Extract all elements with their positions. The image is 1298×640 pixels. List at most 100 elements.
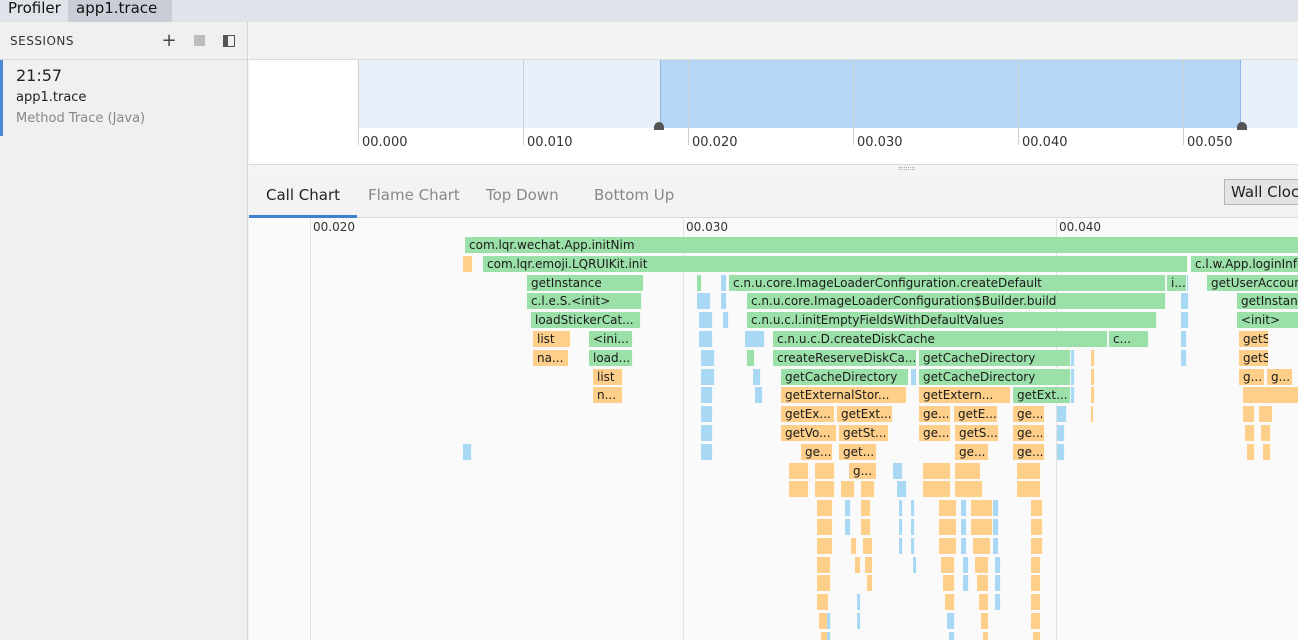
call-sliver[interactable] bbox=[911, 368, 917, 385]
call-sliver[interactable] bbox=[1261, 425, 1271, 441]
call-sliver[interactable] bbox=[701, 387, 713, 404]
call-sliver[interactable] bbox=[1245, 425, 1255, 441]
call-bar[interactable]: createReserveDiskCa... bbox=[773, 349, 917, 366]
call-bar[interactable]: getUserAccount bbox=[1207, 274, 1298, 291]
call-sliver[interactable] bbox=[955, 481, 983, 498]
call-sliver[interactable] bbox=[911, 537, 915, 554]
tab-call-chart[interactable]: Call Chart bbox=[249, 176, 357, 218]
call-sliver[interactable] bbox=[697, 274, 702, 291]
call-bar[interactable]: getExternalStor... bbox=[781, 387, 907, 404]
call-sliver[interactable] bbox=[1091, 349, 1095, 366]
call-sliver[interactable] bbox=[1031, 613, 1041, 629]
session-item[interactable]: 21:57 app1.trace Method Trace (Java) bbox=[0, 60, 247, 136]
call-sliver[interactable] bbox=[861, 519, 871, 535]
call-sliver[interactable] bbox=[845, 500, 851, 517]
call-sliver[interactable] bbox=[701, 443, 713, 460]
selection-handle-right[interactable] bbox=[1237, 122, 1247, 130]
call-sliver[interactable] bbox=[923, 462, 951, 479]
call-sliver[interactable] bbox=[697, 293, 711, 310]
call-sliver[interactable] bbox=[1259, 406, 1273, 423]
call-sliver[interactable] bbox=[971, 519, 993, 535]
call-bar[interactable]: c.n.u.c.D.createDiskCache bbox=[773, 331, 1108, 347]
call-bar[interactable]: g... bbox=[849, 462, 877, 479]
call-sliver[interactable] bbox=[913, 556, 917, 573]
call-sliver[interactable] bbox=[943, 575, 955, 592]
call-sliver[interactable] bbox=[1057, 443, 1065, 460]
splitter-grip[interactable] bbox=[899, 167, 915, 170]
call-sliver[interactable] bbox=[1071, 368, 1075, 385]
call-sliver[interactable] bbox=[949, 631, 955, 640]
call-sliver[interactable] bbox=[961, 519, 967, 535]
call-sliver[interactable] bbox=[1033, 631, 1041, 640]
call-sliver[interactable] bbox=[899, 500, 903, 517]
call-sliver[interactable] bbox=[993, 500, 999, 517]
call-sliver[interactable] bbox=[1031, 537, 1043, 554]
call-sliver[interactable] bbox=[1091, 387, 1095, 404]
tab-bottom-up[interactable]: Bottom Up bbox=[594, 186, 675, 204]
tab-profiler[interactable]: Profiler bbox=[8, 0, 61, 17]
call-sliver[interactable] bbox=[817, 537, 833, 554]
call-sliver[interactable] bbox=[701, 425, 713, 441]
call-sliver[interactable] bbox=[863, 537, 873, 554]
call-bar[interactable]: getExt... bbox=[837, 406, 893, 423]
call-sliver[interactable] bbox=[939, 537, 957, 554]
call-bar[interactable]: getVo... bbox=[781, 425, 837, 441]
call-sliver[interactable] bbox=[1247, 443, 1255, 460]
call-bar[interactable]: <ini... bbox=[589, 331, 633, 347]
call-sliver[interactable] bbox=[961, 537, 967, 554]
call-sliver[interactable] bbox=[1031, 519, 1043, 535]
call-sliver[interactable] bbox=[721, 274, 727, 291]
stop-session-icon[interactable] bbox=[191, 33, 207, 49]
call-bar[interactable]: ge... bbox=[1013, 443, 1045, 460]
splitter[interactable] bbox=[249, 164, 1298, 176]
call-sliver[interactable] bbox=[923, 481, 951, 498]
call-bar[interactable]: load... bbox=[589, 349, 633, 366]
call-sliver[interactable] bbox=[939, 500, 957, 517]
call-sliver[interactable] bbox=[963, 556, 969, 573]
call-bar[interactable]: getSt... bbox=[839, 425, 889, 441]
call-bar[interactable]: <init> bbox=[1237, 312, 1298, 329]
call-sliver[interactable] bbox=[947, 613, 955, 629]
call-chart[interactable]: 00.020 00.030 00.040 com.lqr.wechat.App.ini… bbox=[249, 218, 1298, 640]
call-sliver[interactable] bbox=[941, 556, 955, 573]
call-bar[interactable]: g... bbox=[1239, 368, 1265, 385]
tab-app1-trace[interactable]: app1.trace bbox=[68, 0, 172, 22]
call-sliver[interactable] bbox=[827, 631, 831, 640]
call-bar[interactable]: ge... bbox=[801, 443, 833, 460]
call-sliver[interactable] bbox=[973, 537, 991, 554]
call-sliver[interactable] bbox=[721, 293, 727, 310]
call-sliver[interactable] bbox=[979, 594, 989, 611]
call-bar[interactable]: getE... bbox=[954, 406, 998, 423]
call-sliver[interactable] bbox=[701, 349, 715, 366]
collapse-panel-icon[interactable] bbox=[221, 33, 237, 49]
call-bar[interactable]: ge... bbox=[1013, 406, 1045, 423]
call-bar[interactable]: getExt... bbox=[1013, 387, 1071, 404]
call-bar[interactable]: c... bbox=[1109, 331, 1149, 347]
call-sliver[interactable] bbox=[993, 537, 999, 554]
call-sliver[interactable] bbox=[993, 519, 999, 535]
call-bar[interactable]: c.n.u.core.ImageLoaderConfiguration.crea… bbox=[729, 274, 1166, 291]
call-sliver[interactable] bbox=[897, 481, 907, 498]
call-sliver[interactable] bbox=[975, 556, 989, 573]
timeline-overview[interactable]: 00.000 00.010 00.020 00.030 00.040 00.050 bbox=[249, 60, 1298, 164]
call-sliver[interactable] bbox=[817, 519, 833, 535]
call-sliver[interactable] bbox=[857, 613, 861, 629]
call-sliver[interactable] bbox=[995, 556, 1001, 573]
call-bar[interactable]: getExtern... bbox=[919, 387, 1011, 404]
call-sliver[interactable] bbox=[1017, 462, 1041, 479]
call-sliver[interactable] bbox=[911, 519, 915, 535]
call-sliver[interactable] bbox=[899, 519, 903, 535]
call-sliver[interactable] bbox=[971, 500, 993, 517]
call-sliver[interactable] bbox=[753, 368, 761, 385]
call-bar[interactable]: c.l.e.S.<init> bbox=[527, 293, 642, 310]
call-bar[interactable]: ge... bbox=[919, 406, 951, 423]
call-bar[interactable]: getS... bbox=[955, 425, 999, 441]
call-sliver[interactable] bbox=[815, 462, 835, 479]
overview-selection[interactable] bbox=[660, 60, 1241, 128]
call-sliver[interactable] bbox=[745, 331, 765, 347]
call-sliver[interactable] bbox=[1091, 368, 1095, 385]
call-sliver[interactable] bbox=[463, 255, 473, 272]
call-sliver[interactable] bbox=[841, 481, 855, 498]
call-bar[interactable]: ge... bbox=[919, 425, 951, 441]
call-sliver[interactable] bbox=[861, 481, 875, 498]
